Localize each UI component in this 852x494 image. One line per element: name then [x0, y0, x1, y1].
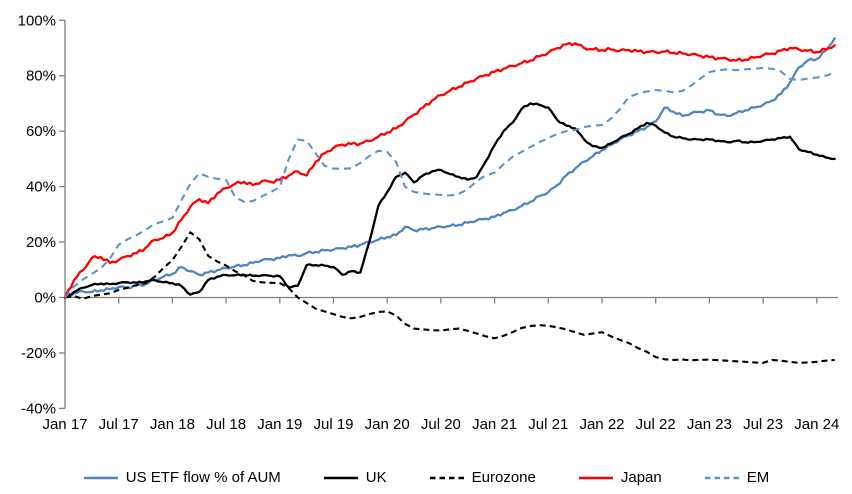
- legend-item-em: EM: [704, 469, 770, 486]
- x-tick-label: Jan 20: [365, 416, 410, 433]
- x-tick-label: Jul 18: [206, 416, 246, 433]
- y-tick-label: 100%: [18, 12, 56, 29]
- legend-line-swatch-icon: [578, 476, 613, 479]
- legend-line-swatch-icon: [429, 476, 464, 479]
- chart-legend: US ETF flow % of AUM UK Eurozone Japan E…: [0, 469, 852, 486]
- legend-item-uk: UK: [323, 469, 387, 486]
- x-tick-label: Jul 22: [636, 416, 676, 433]
- x-tick-label: Jan 24: [794, 416, 839, 433]
- series-line-eurozone: [64, 231, 835, 364]
- y-tick-label: 80%: [26, 68, 56, 85]
- x-tick-label: Jan 18: [150, 416, 195, 433]
- series-line-us-etf-flow-of-aum: [63, 37, 836, 299]
- legend-line-swatch-icon: [323, 476, 358, 479]
- legend-label-us-etf-flow: US ETF flow % of AUM: [125, 469, 281, 486]
- x-tick-label: Jan 22: [579, 416, 624, 433]
- x-tick-label: Jan 19: [257, 416, 302, 433]
- y-tick-label: 20%: [26, 234, 56, 251]
- series-line-uk: [63, 102, 836, 299]
- legend-label-uk: UK: [365, 469, 387, 486]
- legend-line-swatch-icon: [704, 476, 739, 479]
- x-tick-label: Jul 17: [99, 416, 139, 433]
- legend-label-eurozone: Eurozone: [471, 469, 536, 486]
- x-tick-label: Jul 21: [528, 416, 568, 433]
- x-tick-label: Jul 19: [313, 416, 353, 433]
- x-tick-label: Jan 21: [472, 416, 517, 433]
- y-tick-label: 60%: [26, 123, 56, 140]
- legend-line-swatch-icon: [83, 476, 118, 479]
- series-line-em: [64, 66, 836, 299]
- y-tick-label: 40%: [26, 179, 56, 196]
- legend-item-us-etf-flow: US ETF flow % of AUM: [83, 469, 281, 486]
- x-tick-label: Jul 20: [421, 416, 461, 433]
- y-tick-label: 0%: [34, 290, 56, 307]
- x-tick-label: Jan 23: [687, 416, 732, 433]
- series-line-japan: [63, 41, 836, 299]
- x-tick-label: Jan 17: [42, 416, 87, 433]
- chart-plot-area: 100% 80% 60% 40% 20% 0% -20% -40%Jan 17 Jul 17 Ja…: [18, 12, 840, 433]
- y-tick-label: -40%: [21, 400, 56, 417]
- legend-item-eurozone: Eurozone: [429, 469, 536, 486]
- y-tick-label: -20%: [21, 345, 56, 362]
- legend-item-japan: Japan: [578, 469, 662, 486]
- legend-label-em: EM: [746, 469, 770, 486]
- legend-label-japan: Japan: [620, 469, 662, 486]
- x-tick-label: Jul 23: [743, 416, 783, 433]
